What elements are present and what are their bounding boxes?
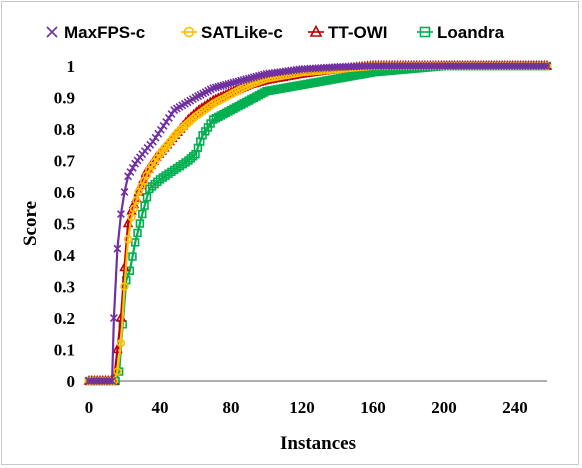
data-point-x-marker (151, 133, 160, 142)
data-point-x-marker (543, 62, 551, 70)
data-point-circle-marker (120, 282, 129, 291)
data-point-x-marker (162, 117, 171, 126)
y-tick-label: 0.5 (54, 215, 75, 234)
series-tt-owi (83, 59, 553, 385)
series-line (89, 64, 547, 383)
x-tick-label: 0 (85, 398, 94, 417)
y-tick-label: 0.7 (54, 152, 76, 171)
data-point-circle-marker (113, 367, 122, 376)
data-point-square-marker (142, 193, 152, 202)
data-point-square-marker (130, 238, 140, 247)
x-tick-label: 80 (223, 398, 240, 417)
data-point-x-marker (120, 188, 129, 196)
data-point-x-marker (46, 26, 58, 38)
data-point-square-marker (188, 152, 198, 161)
legend-label: SATLike-c (201, 23, 283, 42)
data-point-square-marker (259, 88, 269, 97)
data-point-x-marker (109, 314, 118, 322)
series-satlike-c (84, 61, 552, 386)
data-point-circle-marker (123, 235, 133, 244)
y-tick-label: 0.8 (54, 120, 75, 139)
legend-label: Loandra (437, 23, 505, 42)
series-maxfps-c (85, 62, 551, 385)
data-point-circle-marker (132, 196, 141, 205)
y-tick-label: 0 (67, 372, 76, 391)
series-layer (83, 59, 553, 386)
data-point-x-marker (105, 377, 114, 385)
y-tick-label: 0.2 (54, 309, 75, 328)
data-point-x-marker (159, 121, 168, 130)
legend-item: TT-OWI (308, 23, 387, 42)
data-point-x-marker (113, 244, 122, 253)
data-point-square-marker (133, 228, 142, 238)
data-point-square-marker (184, 156, 193, 165)
x-tick-label: 240 (502, 398, 528, 417)
data-point-square-marker (140, 201, 149, 210)
data-point-x-marker (164, 114, 173, 122)
data-point-x-marker (156, 125, 165, 134)
data-point-circle-marker (116, 339, 126, 348)
series-line (89, 64, 547, 383)
y-tick-label: 1 (67, 57, 76, 76)
data-point-square-marker (138, 209, 147, 219)
legend: MaxFPS-c SATLike-c TT-OWI Loandra (46, 23, 505, 42)
legend-item: Loandra (417, 23, 505, 42)
data-point-x-marker (116, 210, 125, 219)
data-point-square-marker (135, 219, 145, 228)
x-axis-title: Instances (280, 433, 356, 454)
data-point-square-marker (128, 252, 137, 261)
y-axis-title: Score (20, 201, 41, 246)
x-tick-label: 160 (360, 398, 386, 417)
series-line (89, 64, 547, 383)
x-tick-label: 40 (152, 398, 169, 417)
y-tick-label: 0.4 (54, 246, 76, 265)
x-tick-label: 120 (289, 398, 315, 417)
legend-item: MaxFPS-c (46, 23, 145, 42)
data-point-x-marker (540, 62, 549, 70)
data-point-x-marker (124, 172, 133, 181)
data-point-circle-marker (129, 204, 139, 214)
data-point-x-marker (148, 137, 157, 146)
legend-label: MaxFPS-c (64, 23, 145, 42)
data-point-x-marker (126, 168, 135, 177)
data-point-x-marker (108, 377, 117, 385)
legend-label: TT-OWI (328, 23, 387, 42)
y-tick-label: 0.9 (54, 89, 75, 108)
x-tick-label: 200 (431, 398, 457, 417)
y-tick-label: 0.1 (54, 341, 75, 360)
series-line (89, 64, 547, 383)
ticks-layer: 0 40 80 120 160 200 240 0 0.1 0.2 0.3 0.4 0.5 0.6 0.7 0… (54, 57, 528, 417)
data-point-x-marker (154, 129, 163, 138)
y-tick-label: 0.3 (54, 278, 75, 297)
data-point-circle-marker (127, 213, 136, 222)
series-loandra (84, 61, 552, 386)
data-point-x-marker (128, 163, 137, 172)
y-tick-label: 0.6 (54, 183, 75, 202)
legend-item: SATLike-c (181, 23, 283, 42)
